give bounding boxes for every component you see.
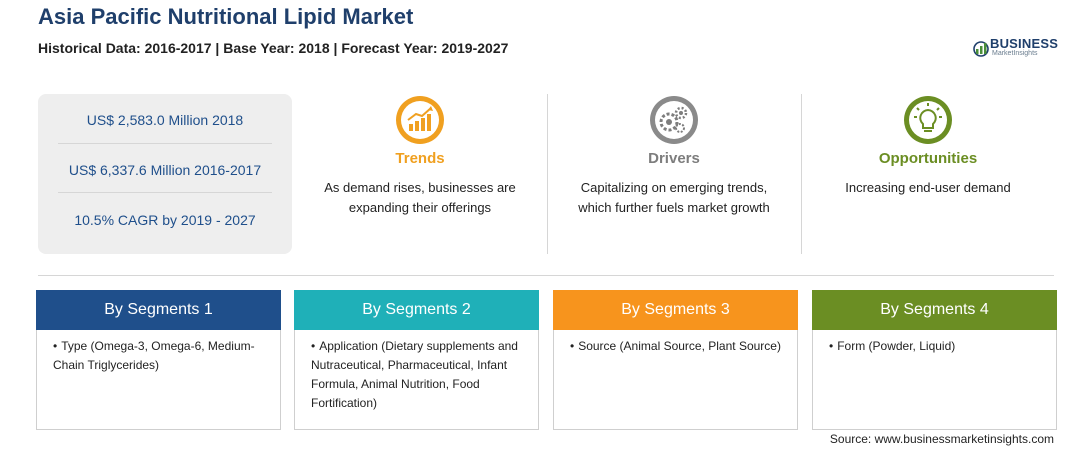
segment-card-1: By Segments 1 Type (Omega-3, Omega-6, Me… [36,290,281,430]
logo-tagline: MarketInsights [992,50,1038,57]
lightbulb-icon [904,96,952,144]
page-subtitle: Historical Data: 2016-2017 | Base Year: … [38,40,509,56]
opportunities-column: Opportunities Increasing end-user demand [808,92,1048,262]
stats-panel: US$ 2,583.0 Million 2018 US$ 6,337.6 Mil… [38,94,292,254]
page-title: Asia Pacific Nutritional Lipid Market [38,4,414,29]
segment-card-2: By Segments 2 Application (Dietary suppl… [294,290,539,430]
segment-card-4: By Segments 4 Form (Powder, Liquid) [812,290,1057,430]
opportunities-heading: Opportunities [878,150,978,167]
opportunities-text: Increasing end-user demand [845,180,1011,195]
chart-growth-icon [396,96,444,144]
column-divider [547,94,548,254]
segment-1-item: Type (Omega-3, Omega-6, Medium-Chain Tri… [53,337,275,375]
column-divider [801,94,802,254]
segment-3-header: By Segments 3 [553,290,798,330]
segment-3-item: Source (Animal Source, Plant Source) [570,337,792,356]
logo-globe-icon [973,41,989,57]
stat-historical: US$ 6,337.6 Million 2016-2017 [68,162,262,178]
trends-text: As demand rises, businesses are expandin… [324,180,516,215]
segment-4-header: By Segments 4 [812,290,1057,330]
segment-2-item: Application (Dietary supplements and Nut… [311,337,533,413]
section-divider [38,275,1054,276]
drivers-column: Drivers Capitalizing on emerging trends,… [554,92,794,262]
drivers-heading: Drivers [648,150,700,167]
trends-column: Trends As demand rises, businesses are e… [300,92,540,262]
trends-heading: Trends [395,150,445,167]
stat-cagr: 10.5% CAGR by 2019 - 2027 [74,212,256,228]
gears-icon [650,96,698,144]
stat-market-size: US$ 2,583.0 Million 2018 [86,112,244,128]
segment-2-header: By Segments 2 [294,290,539,330]
source-note: Source: www.businessmarketinsights.com [829,432,1054,446]
logo-name: BUSINESS [990,36,1059,51]
segment-card-3: By Segments 3 Source (Animal Source, Pla… [553,290,798,430]
logo: BUSINESS MarketInsights [972,36,1062,60]
drivers-text: Capitalizing on emerging trends, which f… [578,180,770,215]
stat-divider [58,143,272,144]
segment-4-item: Form (Powder, Liquid) [829,337,1051,356]
stat-divider [58,192,272,193]
segment-1-header: By Segments 1 [36,290,281,330]
